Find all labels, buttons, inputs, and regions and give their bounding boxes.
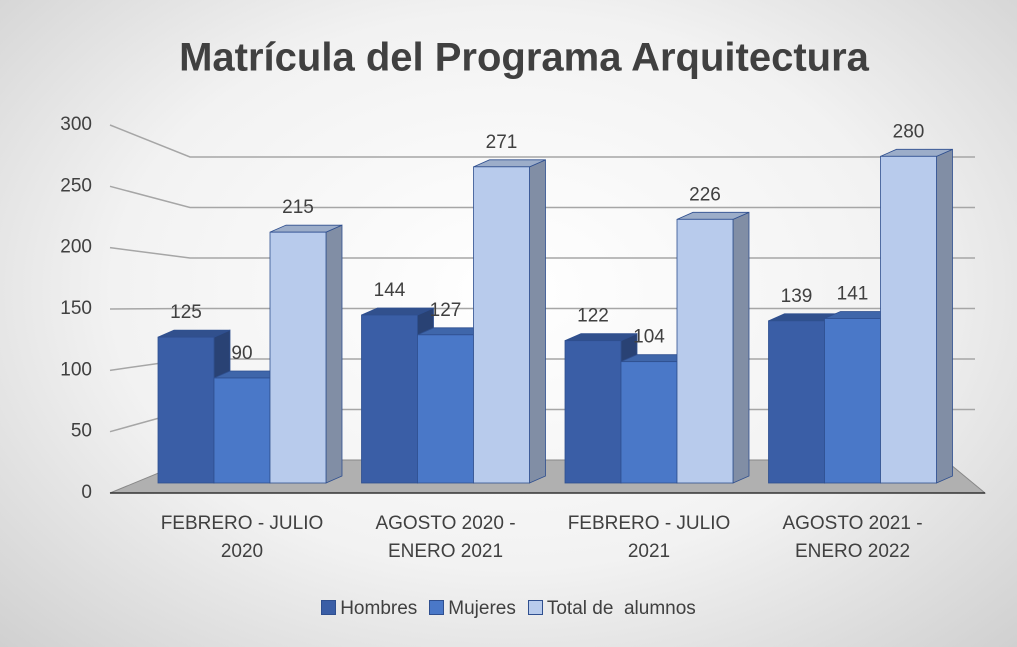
legend-swatch xyxy=(429,600,445,615)
data-label: 104 xyxy=(633,327,665,348)
bar xyxy=(473,166,530,484)
data-label: 127 xyxy=(430,300,462,321)
y-tick-label: 50 xyxy=(71,421,92,442)
x-tick-label: AGOSTO 2020 - ENERO 2021 xyxy=(375,513,516,562)
bar xyxy=(620,361,678,484)
x-tick-label: FEBRERO - JULIO 2020 xyxy=(160,513,324,562)
data-label: 271 xyxy=(486,132,518,153)
legend-swatch xyxy=(321,600,337,615)
legend: Hombres Mujeres Total de alumnos xyxy=(0,598,1017,620)
bar xyxy=(269,231,327,484)
legend-item: Hombres xyxy=(321,598,417,619)
bar xyxy=(880,155,937,484)
data-label: 139 xyxy=(781,286,813,307)
legend-label: Mujeres xyxy=(448,598,516,619)
data-label: 90 xyxy=(231,343,252,364)
y-tick-label: 250 xyxy=(60,175,92,196)
bar xyxy=(564,340,622,484)
data-label: 141 xyxy=(837,284,869,305)
data-label: 226 xyxy=(689,184,721,205)
bar-side xyxy=(732,211,750,484)
y-tick-label: 150 xyxy=(60,298,92,319)
y-tick-label: 200 xyxy=(60,237,92,258)
legend-label: Total de alumnos xyxy=(546,598,696,619)
legend-swatch xyxy=(527,600,543,615)
bar xyxy=(768,320,825,484)
legend-item: Total de alumnos xyxy=(527,598,696,619)
data-label: 280 xyxy=(893,121,925,142)
bar-side xyxy=(529,159,546,484)
bar-side xyxy=(936,148,953,484)
data-label: 122 xyxy=(577,306,609,327)
data-label: 144 xyxy=(374,280,406,301)
bar xyxy=(824,318,881,484)
data-label: 215 xyxy=(282,197,314,218)
bar xyxy=(361,314,418,484)
y-tick-label: 0 xyxy=(81,482,92,503)
bar-side xyxy=(325,224,343,484)
grid-line xyxy=(109,124,975,158)
data-label: 125 xyxy=(170,302,202,323)
chart-title: Matrícula del Programa Arquitectura xyxy=(179,36,870,80)
bar xyxy=(417,334,474,484)
legend-label: Hombres xyxy=(340,598,418,619)
bar xyxy=(157,336,215,484)
x-tick-label: FEBRERO - JULIO 2021 xyxy=(567,513,731,562)
bar xyxy=(676,218,734,484)
legend-item: Mujeres xyxy=(429,598,516,619)
y-tick-label: 100 xyxy=(60,359,92,380)
grid-line xyxy=(109,185,975,209)
bar xyxy=(213,377,271,484)
y-tick-label: 300 xyxy=(60,114,92,135)
x-tick-label: AGOSTO 2021 - ENERO 2022 xyxy=(782,513,923,562)
